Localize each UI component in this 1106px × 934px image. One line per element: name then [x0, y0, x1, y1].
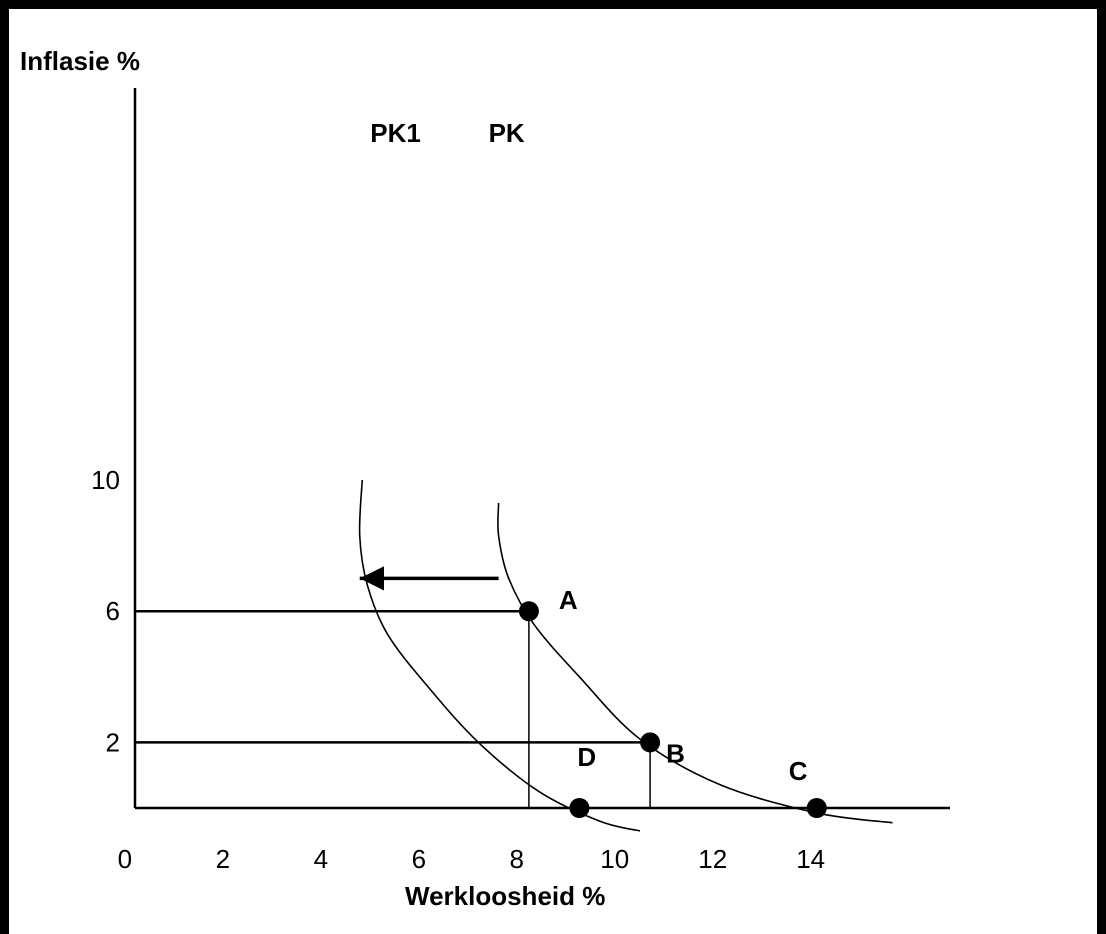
curve-label-pk1: PK1	[370, 118, 421, 148]
y-axis-label: Inflasie %	[20, 46, 140, 76]
x-tick-label-4: 4	[314, 844, 328, 874]
x-tick-label-8: 8	[510, 844, 524, 874]
x-tick-label-10: 10	[600, 844, 629, 874]
x-tick-label-6: 6	[412, 844, 426, 874]
point-label-b: B	[666, 738, 685, 768]
point-b	[640, 732, 661, 753]
point-label-d: D	[577, 742, 596, 772]
point-d	[569, 798, 590, 818]
curve-pk	[497, 502, 893, 824]
point-c	[806, 798, 827, 818]
y-tick-label-10: 10	[91, 465, 120, 495]
x-axis-label: Werkloosheid %	[405, 881, 605, 911]
curve-pk1	[358, 479, 641, 832]
y-tick-label-2: 2	[106, 727, 120, 757]
y-tick-label-6: 6	[106, 596, 120, 626]
point-a	[518, 601, 539, 622]
point-label-a: A	[559, 585, 578, 615]
x-tick-label-2: 2	[216, 844, 230, 874]
curve-label-pk: PK	[489, 118, 525, 148]
x-tick-label-14: 14	[796, 844, 825, 874]
x-tick-label-12: 12	[698, 844, 727, 874]
point-label-c: C	[789, 756, 808, 786]
x-tick-label-0: 0	[118, 844, 132, 874]
